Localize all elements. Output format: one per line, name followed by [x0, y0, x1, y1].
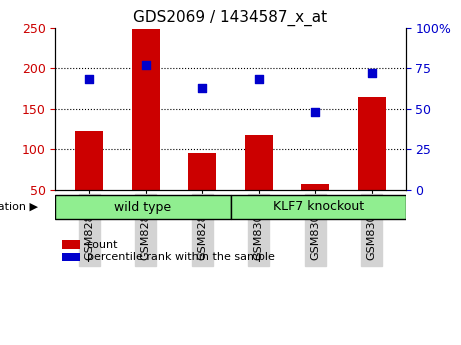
- Bar: [62, 240, 80, 249]
- Bar: [188, 153, 216, 190]
- Bar: [75, 131, 103, 190]
- Bar: [131, 29, 160, 190]
- FancyBboxPatch shape: [230, 195, 406, 219]
- Bar: [301, 184, 330, 190]
- Bar: [245, 135, 273, 190]
- Text: percentile rank within the sample: percentile rank within the sample: [87, 252, 275, 262]
- Bar: [62, 253, 80, 261]
- Point: [312, 109, 319, 115]
- Point: [255, 77, 262, 82]
- Title: GDS2069 / 1434587_x_at: GDS2069 / 1434587_x_at: [133, 10, 328, 26]
- Text: wild type: wild type: [114, 200, 171, 214]
- Point: [368, 70, 375, 76]
- FancyBboxPatch shape: [55, 195, 230, 219]
- Bar: [358, 97, 386, 190]
- Text: count: count: [87, 240, 118, 250]
- Point: [142, 62, 149, 68]
- Text: genotype/variation ▶: genotype/variation ▶: [0, 202, 38, 212]
- Text: KLF7 knockout: KLF7 knockout: [272, 200, 364, 214]
- Point: [199, 85, 206, 90]
- Point: [86, 77, 93, 82]
